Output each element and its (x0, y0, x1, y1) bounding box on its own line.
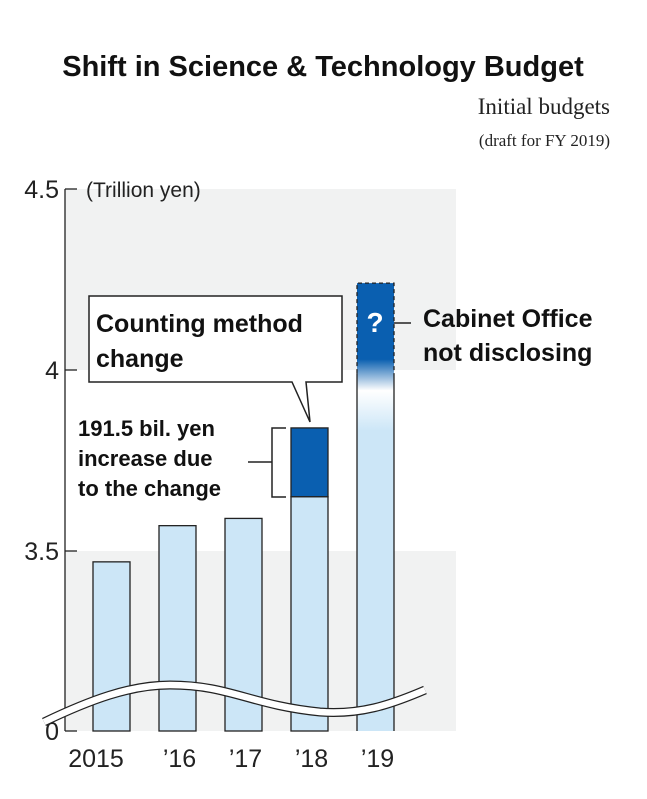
bar-'18 (290, 496, 329, 732)
bar-increase-'18 (290, 427, 329, 498)
bar-'16 (158, 525, 197, 732)
chart-subtitle: Initial budgets (478, 94, 610, 119)
x-tick-label: ’19 (361, 745, 394, 773)
unknown-note-line1: Cabinet Office (423, 305, 593, 333)
x-tick-label: ’16 (163, 745, 196, 773)
y-tick-label: 4 (45, 357, 59, 385)
increase-note-line1: 191.5 bil. yen (78, 416, 215, 441)
chart-subtitle-draft: (draft for FY 2019) (479, 131, 610, 150)
callout-text-line2: change (96, 345, 184, 373)
callout-box (88, 295, 343, 423)
bar-2019-dashed-outline (356, 282, 395, 374)
unknown-question-mark: ? (366, 307, 383, 338)
chart-title: Shift in Science & Technology Budget (62, 51, 584, 83)
unknown-note-line2: not disclosing (423, 339, 592, 367)
x-tick-label: 2015 (68, 745, 124, 773)
bar-2019-outline (356, 373, 395, 731)
x-tick-label: ’18 (295, 745, 328, 773)
increase-bracket (248, 427, 286, 498)
increase-note-line3: to the change (78, 476, 221, 501)
increase-note-line2: increase due (78, 446, 213, 471)
y-tick-label: 4.5 (24, 176, 59, 204)
y-tick-label: 3.5 (24, 538, 59, 566)
bar-2019 (357, 283, 394, 731)
bar-2015 (92, 561, 131, 732)
callout-text-line1: Counting method (96, 310, 303, 338)
y-axis-unit: (Trillion yen) (86, 179, 201, 202)
y-tick-label: 0 (45, 718, 59, 746)
axis-break (42, 681, 427, 725)
x-tick-label: ’17 (229, 745, 262, 773)
